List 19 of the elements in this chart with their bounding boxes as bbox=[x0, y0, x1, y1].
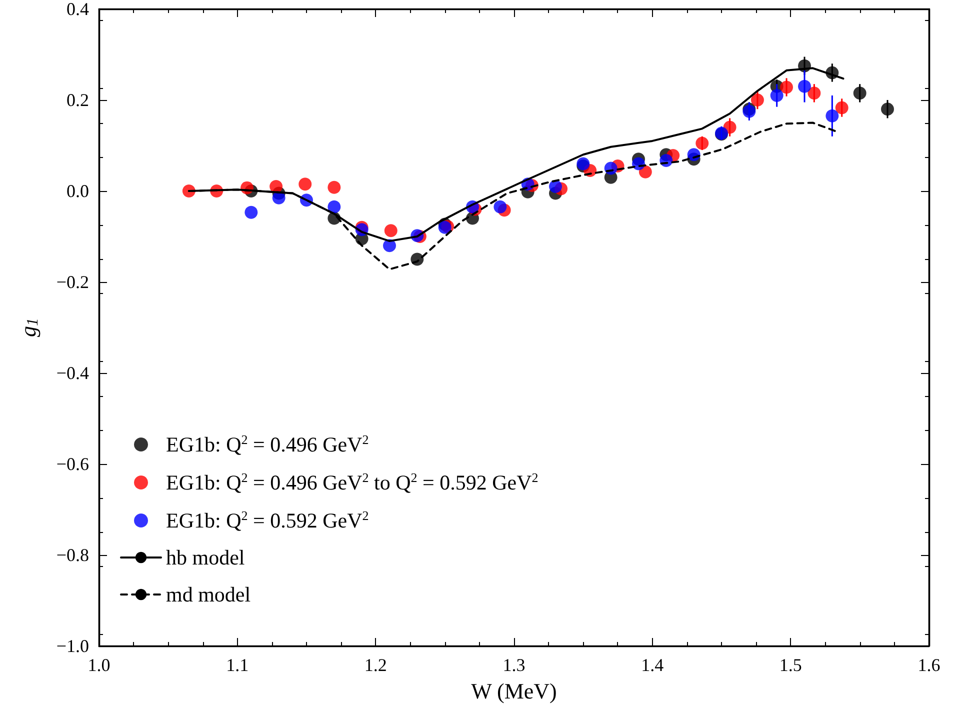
y-tick-label: −0.2 bbox=[56, 272, 89, 292]
x-tick-label: 1.2 bbox=[364, 655, 387, 675]
y-tick-label: 0.0 bbox=[66, 181, 89, 201]
y-axis-title: g1 bbox=[16, 318, 42, 337]
y-tick-label: −0.6 bbox=[56, 454, 89, 474]
y-tick-label: 0.2 bbox=[66, 90, 89, 110]
y-tick-label: −0.4 bbox=[56, 363, 89, 383]
y-tick-label: −1.0 bbox=[56, 636, 89, 656]
legend-label: hb model bbox=[166, 546, 245, 570]
y-tick-label: 0.4 bbox=[66, 0, 89, 19]
x-tick-label: 1.0 bbox=[88, 655, 110, 675]
x-tick-label: 1.1 bbox=[226, 655, 249, 675]
legend-label: md model bbox=[166, 582, 251, 606]
x-tick-label: 1.3 bbox=[502, 655, 526, 675]
x-tick-label: 1.6 bbox=[918, 655, 940, 675]
x-axis-title: W (MeV) bbox=[471, 678, 557, 704]
y-tick-label: −0.8 bbox=[56, 545, 89, 565]
x-tick-label: 1.4 bbox=[641, 655, 664, 675]
x-tick-label: 1.5 bbox=[779, 655, 802, 675]
